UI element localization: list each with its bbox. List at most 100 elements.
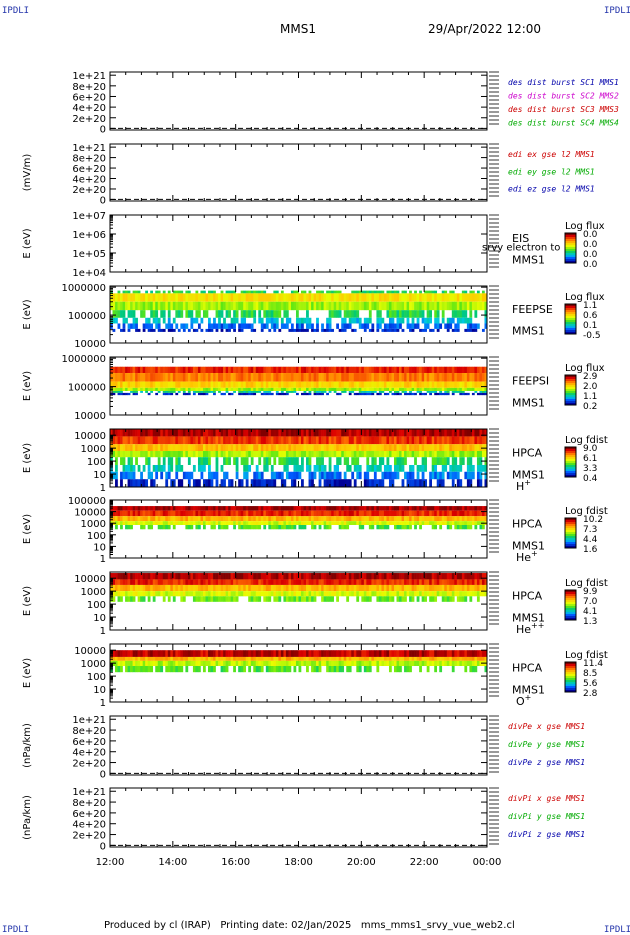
spectrogram-cell bbox=[381, 506, 384, 511]
spectrogram-cell bbox=[366, 596, 369, 602]
spectrogram-cell bbox=[198, 293, 201, 301]
spectrogram-cell bbox=[371, 367, 374, 373]
spectrogram-cell bbox=[331, 388, 334, 391]
spectrogram-cell bbox=[309, 596, 312, 602]
spectrogram-cell bbox=[243, 650, 246, 657]
spectrogram-cell bbox=[384, 302, 387, 310]
spectrogram-cell bbox=[409, 382, 412, 388]
spectrogram-cell bbox=[155, 516, 158, 521]
spectrogram-cell bbox=[243, 525, 246, 529]
spectrogram-cell bbox=[464, 373, 467, 382]
spectrogram-cell bbox=[223, 302, 226, 310]
spectrogram-cell bbox=[273, 591, 276, 596]
spectrogram-cell bbox=[223, 436, 226, 444]
spectrogram-cell bbox=[469, 291, 472, 294]
spectrogram-cell bbox=[198, 444, 201, 451]
spectrogram-cell bbox=[291, 573, 294, 579]
spectrogram-cell bbox=[407, 521, 410, 525]
spectrogram-cell bbox=[414, 516, 417, 521]
spectrogram-cell bbox=[452, 436, 455, 444]
spectrogram-cell bbox=[241, 650, 244, 657]
spectrogram-cell bbox=[218, 391, 221, 393]
spectrogram-cell bbox=[429, 310, 432, 318]
spectrogram-cell bbox=[424, 302, 427, 310]
colorbar-cell bbox=[565, 401, 576, 403]
spectrogram-cell bbox=[153, 506, 156, 511]
spectrogram-cell bbox=[409, 323, 412, 328]
spectrogram-cell bbox=[462, 457, 465, 465]
spectrogram-cell bbox=[268, 525, 271, 529]
spectrogram-cell bbox=[472, 373, 475, 382]
spectrogram-cell bbox=[266, 293, 269, 301]
spectrogram-cell bbox=[143, 650, 146, 657]
spectrogram-cell bbox=[457, 429, 460, 436]
spectrogram-cell bbox=[150, 388, 153, 391]
spectrogram-cell bbox=[115, 591, 118, 596]
spectrogram-cell bbox=[447, 393, 450, 395]
spectrogram-cell bbox=[447, 451, 450, 457]
spectrogram-cell bbox=[253, 302, 256, 310]
spectrogram-cell bbox=[364, 291, 367, 294]
spectrogram-cell bbox=[183, 472, 186, 479]
spectrogram-cell bbox=[268, 310, 271, 318]
spectrogram-cell bbox=[359, 302, 362, 310]
legend-entry: edi ez gse l2 MMS1 bbox=[508, 185, 595, 194]
spectrogram-cell bbox=[135, 479, 138, 487]
spectrogram-cell bbox=[381, 444, 384, 451]
spectrogram-cell bbox=[170, 579, 173, 585]
colorbar-cell bbox=[565, 322, 576, 324]
spectrogram-cell bbox=[256, 388, 259, 391]
spectrogram-cell bbox=[248, 393, 251, 395]
spectrogram-cell bbox=[188, 521, 191, 525]
spectrogram-cell bbox=[344, 521, 347, 525]
spectrogram-cell bbox=[344, 388, 347, 391]
spectrogram-cell bbox=[213, 393, 216, 395]
spectrogram-cell bbox=[404, 393, 407, 395]
spectrogram-cell bbox=[258, 585, 261, 591]
spectrogram-cell bbox=[263, 429, 266, 436]
spectrogram-cell bbox=[248, 521, 251, 525]
spectrogram-cell bbox=[271, 388, 274, 391]
spectrogram-cell bbox=[419, 479, 422, 487]
y-tick-label: 100000 bbox=[68, 496, 106, 507]
spectrogram-cell bbox=[366, 323, 369, 328]
spectrogram-cell bbox=[266, 373, 269, 382]
spectrogram-cell bbox=[422, 367, 425, 373]
spectrogram-cell bbox=[195, 291, 198, 294]
spectrogram-cell bbox=[477, 585, 480, 591]
spectrogram-cell bbox=[243, 465, 246, 472]
spectrogram-cell bbox=[135, 451, 138, 457]
spectrogram-cell bbox=[447, 373, 450, 382]
spectrogram-cell bbox=[364, 393, 367, 395]
spectrogram-cell bbox=[138, 291, 141, 294]
spectrogram-cell bbox=[120, 329, 123, 332]
spectrogram-cell bbox=[444, 573, 447, 579]
spectrogram-cell bbox=[369, 367, 372, 373]
spectrogram-cell bbox=[233, 516, 236, 521]
spectrogram-cell bbox=[419, 506, 422, 511]
spectrogram-cell bbox=[213, 373, 216, 382]
spectrogram-cell bbox=[241, 573, 244, 579]
spectrogram-cell bbox=[163, 511, 166, 517]
spectrogram-cell bbox=[130, 373, 133, 382]
spectrogram-cell bbox=[203, 511, 206, 517]
spectrogram-cell bbox=[168, 436, 171, 444]
spectrogram-cell bbox=[474, 579, 477, 585]
spectrogram-cell bbox=[462, 293, 465, 301]
spectrogram-cell bbox=[228, 479, 231, 487]
spectrogram-cell bbox=[432, 293, 435, 301]
spectrogram-cell bbox=[341, 382, 344, 388]
spectrogram-cell bbox=[376, 310, 379, 318]
spectrogram-cell bbox=[371, 323, 374, 328]
spectrogram-cell bbox=[394, 391, 397, 393]
spectrogram-cell bbox=[346, 521, 349, 525]
y-tick-label: 1000 bbox=[81, 519, 106, 530]
spectrogram-cell bbox=[198, 310, 201, 318]
spectrogram-cell bbox=[211, 323, 214, 328]
spectrogram-cell bbox=[243, 367, 246, 373]
spectrogram-cell bbox=[371, 585, 374, 591]
spectrogram-cell bbox=[183, 293, 186, 301]
spectrogram-cell bbox=[439, 506, 442, 511]
spectrogram-cell bbox=[339, 436, 342, 444]
spectrogram-cell bbox=[419, 516, 422, 521]
